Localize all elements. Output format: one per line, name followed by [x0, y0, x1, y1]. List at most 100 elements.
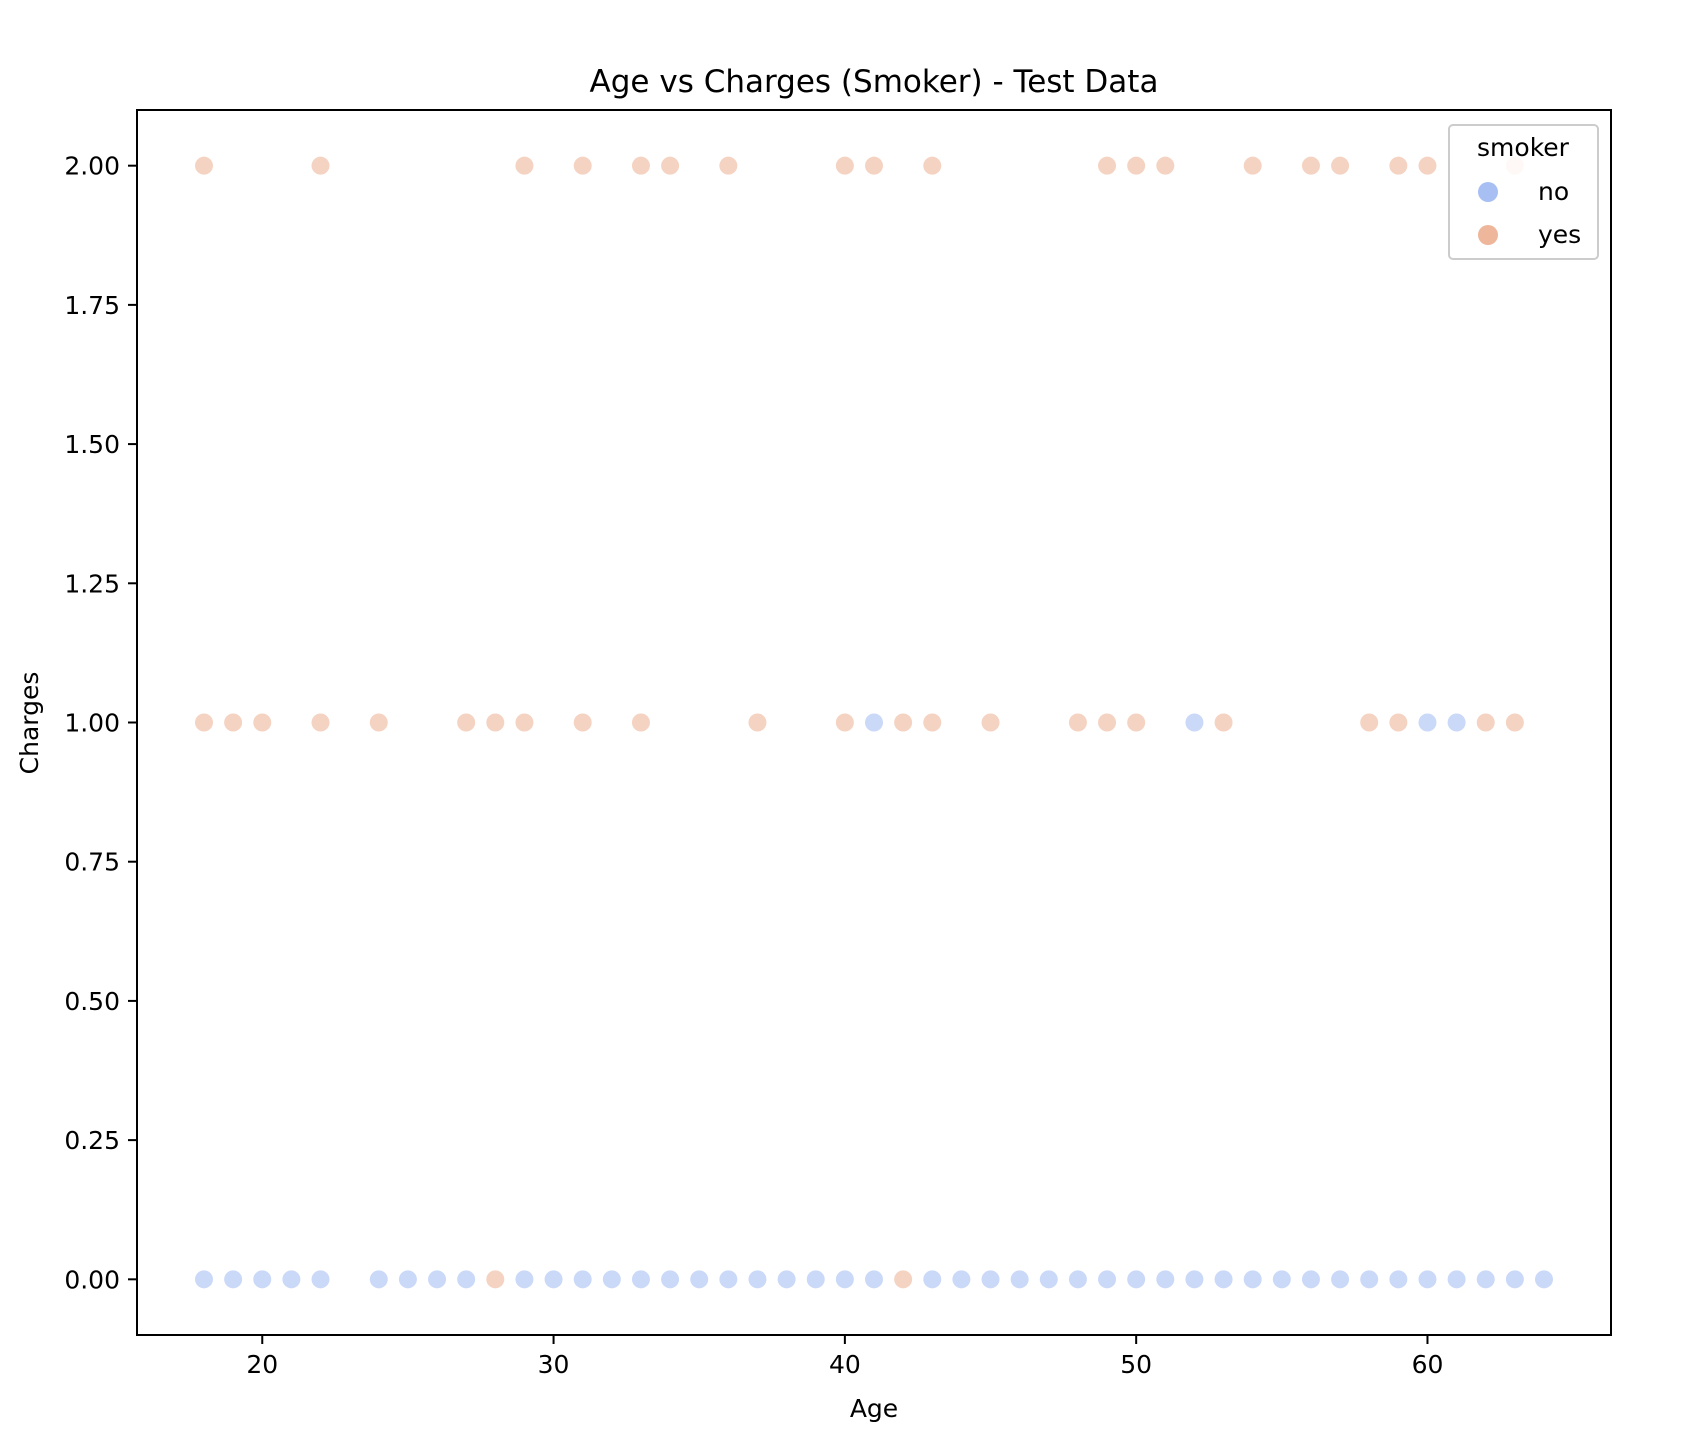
y-axis-label: Charges: [15, 672, 44, 775]
legend: smoker no yes: [1448, 124, 1599, 260]
point-no-29: [1127, 1270, 1146, 1289]
point-no-24: [981, 1270, 1000, 1289]
point-no-27: [1068, 1270, 1087, 1289]
x-tick-label-0: 20: [246, 1350, 278, 1379]
point-no-0: [195, 1270, 213, 1289]
point-yes-23: [1476, 713, 1495, 732]
point-yes-28: [573, 156, 592, 175]
point-no-42: [1505, 1270, 1524, 1289]
point-no-20: [835, 1270, 854, 1289]
point-yes-27: [515, 156, 534, 175]
point-yes-26: [311, 156, 330, 175]
point-yes-2: [195, 713, 213, 732]
point-no-12: [602, 1270, 621, 1289]
point-no-13: [631, 1270, 650, 1289]
point-yes-39: [1301, 156, 1320, 175]
point-no-28: [1098, 1270, 1117, 1289]
x-axis: 20 30 40 50 60: [246, 1335, 1443, 1379]
point-yes-7: [457, 713, 476, 732]
point-yes-40: [1331, 156, 1350, 175]
points-layer: [195, 156, 1553, 1289]
point-yes-0: [486, 1270, 505, 1289]
point-yes-4: [253, 713, 272, 732]
point-no-2: [253, 1270, 272, 1289]
y-tick-label-1: 0.25: [64, 1126, 120, 1155]
y-tick-label-5: 1.25: [64, 569, 120, 598]
point-no-45: [1185, 713, 1204, 732]
x-axis-label: Age: [850, 1394, 898, 1423]
point-no-26: [1039, 1270, 1058, 1289]
point-no-15: [690, 1270, 709, 1289]
point-no-18: [777, 1270, 796, 1289]
point-yes-1: [894, 1270, 913, 1289]
point-no-46: [1418, 713, 1437, 732]
point-no-16: [719, 1270, 738, 1289]
point-no-30: [1156, 1270, 1175, 1289]
point-yes-34: [923, 156, 942, 175]
y-axis: 0.00 0.25 0.50 0.75 1.00 1.25 1.50 1.75 2.00: [64, 152, 137, 1294]
point-no-47: [1447, 713, 1466, 732]
point-no-21: [865, 1270, 883, 1289]
point-no-8: [457, 1270, 476, 1289]
point-yes-21: [1360, 713, 1379, 732]
point-yes-9: [515, 713, 534, 732]
point-no-23: [952, 1270, 971, 1289]
point-yes-5: [311, 713, 330, 732]
point-no-32: [1214, 1270, 1233, 1289]
point-no-35: [1301, 1270, 1320, 1289]
point-no-31: [1185, 1270, 1204, 1289]
point-yes-31: [719, 156, 738, 175]
point-yes-12: [748, 713, 767, 732]
point-yes-10: [573, 713, 592, 732]
point-yes-14: [894, 713, 913, 732]
point-no-14: [661, 1270, 680, 1289]
point-no-10: [544, 1270, 563, 1289]
point-no-4: [311, 1270, 330, 1289]
point-yes-25: [195, 156, 213, 175]
point-yes-18: [1098, 713, 1117, 732]
point-yes-36: [1127, 156, 1146, 175]
legend-marker-no: [1478, 182, 1498, 202]
point-no-9: [515, 1270, 534, 1289]
point-yes-22: [1389, 713, 1408, 732]
point-no-33: [1243, 1270, 1262, 1289]
point-yes-41: [1389, 156, 1408, 175]
y-tick-label-8: 2.00: [64, 152, 120, 181]
point-no-22: [923, 1270, 942, 1289]
chart-title: Age vs Charges (Smoker) - Test Data: [590, 64, 1159, 100]
legend-label-yes: yes: [1538, 220, 1581, 249]
point-yes-37: [1156, 156, 1175, 175]
point-no-36: [1331, 1270, 1350, 1289]
point-yes-30: [661, 156, 680, 175]
point-yes-38: [1243, 156, 1262, 175]
point-yes-29: [631, 156, 650, 175]
point-yes-16: [981, 713, 1000, 732]
point-yes-32: [835, 156, 854, 175]
point-yes-13: [835, 713, 854, 732]
point-yes-3: [224, 713, 243, 732]
point-no-40: [1447, 1270, 1466, 1289]
point-no-7: [428, 1270, 447, 1289]
point-no-5: [369, 1270, 388, 1289]
y-tick-label-2: 0.50: [64, 987, 120, 1016]
point-yes-11: [631, 713, 650, 732]
point-yes-35: [1098, 156, 1117, 175]
y-tick-label-3: 0.75: [64, 848, 120, 877]
point-no-11: [573, 1270, 592, 1289]
legend-title: smoker: [1477, 133, 1570, 162]
point-yes-8: [486, 713, 505, 732]
point-yes-42: [1418, 156, 1437, 175]
point-yes-24: [1505, 713, 1524, 732]
point-no-37: [1360, 1270, 1379, 1289]
point-no-1: [224, 1270, 243, 1289]
legend-label-no: no: [1538, 177, 1569, 206]
point-yes-19: [1127, 713, 1146, 732]
point-no-41: [1476, 1270, 1495, 1289]
point-no-3: [282, 1270, 301, 1289]
point-yes-6: [369, 713, 388, 732]
legend-marker-yes: [1478, 225, 1498, 245]
point-no-34: [1272, 1270, 1291, 1289]
x-tick-label-3: 50: [1120, 1350, 1152, 1379]
point-no-19: [806, 1270, 825, 1289]
